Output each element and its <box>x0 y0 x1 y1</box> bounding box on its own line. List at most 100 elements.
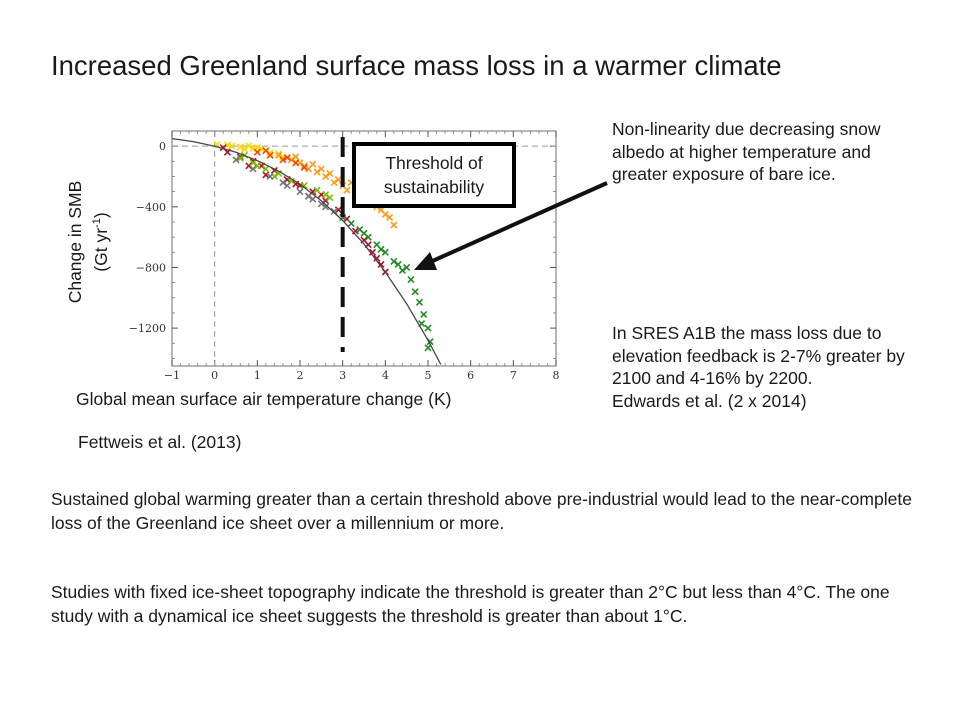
annotation-arrow-shaft <box>427 181 608 265</box>
data-point <box>381 248 389 256</box>
data-point <box>398 266 406 275</box>
y-axis-label-line-2: (Gt yr-1) <box>86 142 112 342</box>
y-axis-label: Change in SMB (Gt yr-1) <box>64 142 112 342</box>
data-point <box>283 182 291 190</box>
data-point <box>249 159 257 167</box>
data-point <box>275 150 283 158</box>
data-point <box>292 159 300 167</box>
data-point <box>334 206 342 214</box>
page-title: Increased Greenland surface mass loss in… <box>51 50 782 81</box>
x-tick-label: 2 <box>297 369 304 382</box>
data-point <box>300 162 308 170</box>
data-point <box>368 248 377 256</box>
y-axis-unit-exponent: -1 <box>91 218 104 228</box>
plot-frame <box>171 130 557 367</box>
data-point <box>347 219 355 228</box>
citation-edwards: Edwards et al. (2 x 2014) <box>612 391 807 412</box>
data-point <box>330 178 338 187</box>
y-axis-label-line-1: Change in SMB <box>65 180 86 304</box>
a1b-note: In SRES A1B the mass loss due to elevati… <box>612 323 905 389</box>
data-point <box>245 162 253 170</box>
x-tick-label: 1 <box>254 369 261 382</box>
data-point <box>296 188 304 196</box>
nonlinearity-note: Non-linearity due decreasing snow albedo… <box>612 119 881 185</box>
x-axis-label: Global mean surface air temperature chan… <box>76 389 452 409</box>
data-point <box>304 192 313 200</box>
data-point <box>317 165 325 173</box>
data-point <box>287 156 296 164</box>
data-point <box>262 171 270 179</box>
data-point <box>343 186 351 194</box>
x-tick-label: 3 <box>339 369 346 382</box>
data-point <box>420 310 428 319</box>
y-axis-unit-post: ) <box>90 212 111 219</box>
y-tick-label: 0 <box>159 140 166 153</box>
data-point <box>322 172 330 181</box>
fit-curve <box>171 137 442 365</box>
paragraph-threshold-loss: Sustained global warming greater than a … <box>51 489 912 533</box>
paragraph-threshold-studies: Studies with fixed ice-sheet topography … <box>51 582 890 626</box>
y-tick-label: −800 <box>136 261 166 274</box>
data-point <box>240 145 249 153</box>
data-point <box>326 194 334 202</box>
data-point <box>377 245 385 253</box>
data-point <box>266 172 274 181</box>
annotation-arrow-head <box>414 252 437 270</box>
data-point <box>279 156 287 164</box>
citation-fettweis: Fettweis et al. (2013) <box>78 432 242 452</box>
data-point <box>415 298 424 306</box>
x-tick-label: 0 <box>211 369 218 382</box>
data-point <box>249 165 257 173</box>
data-point <box>309 160 317 168</box>
y-tick-label: −400 <box>136 201 166 214</box>
data-point <box>390 257 398 265</box>
x-tick-label: 6 <box>467 369 474 382</box>
data-point <box>386 213 394 221</box>
data-point <box>262 147 270 155</box>
data-point <box>313 186 321 194</box>
data-point <box>309 195 317 203</box>
data-point <box>424 324 432 332</box>
data-point <box>360 229 368 237</box>
data-point <box>407 276 415 284</box>
data-point <box>253 162 261 170</box>
x-tick-label: 8 <box>553 369 560 382</box>
threshold-box: Threshold of sustainability <box>352 142 516 208</box>
data-point <box>292 153 300 161</box>
a1b-note-block: In SRES A1B the mass loss due to elevati… <box>612 322 912 413</box>
data-point <box>300 163 308 171</box>
y-tick-label: −1200 <box>129 322 166 335</box>
data-point <box>253 148 261 156</box>
data-point <box>403 263 411 272</box>
data-point <box>236 143 244 151</box>
x-tick-label: 5 <box>425 369 432 382</box>
data-point <box>283 153 291 162</box>
data-point <box>334 175 342 184</box>
data-point <box>322 203 330 211</box>
data-point <box>394 260 402 268</box>
y-axis-unit-pre: (Gt yr <box>90 227 111 272</box>
data-point <box>300 182 308 190</box>
data-point <box>373 254 381 262</box>
data-point <box>266 149 274 157</box>
data-point <box>275 169 283 178</box>
data-point <box>279 178 287 187</box>
x-tick-label: −1 <box>164 369 180 382</box>
data-point <box>322 191 330 199</box>
data-point <box>381 210 389 218</box>
data-point <box>262 165 270 173</box>
x-tick-label: 7 <box>510 369 517 382</box>
data-point <box>236 154 244 162</box>
x-tick-label: 4 <box>382 369 389 382</box>
data-point <box>377 260 385 268</box>
data-point <box>313 168 321 176</box>
data-point <box>232 156 240 164</box>
threshold-label: Threshold of sustainability <box>383 153 485 197</box>
data-point <box>424 344 432 352</box>
data-point <box>390 221 398 229</box>
data-point <box>258 145 266 153</box>
data-point <box>326 169 334 178</box>
data-point <box>330 207 338 215</box>
